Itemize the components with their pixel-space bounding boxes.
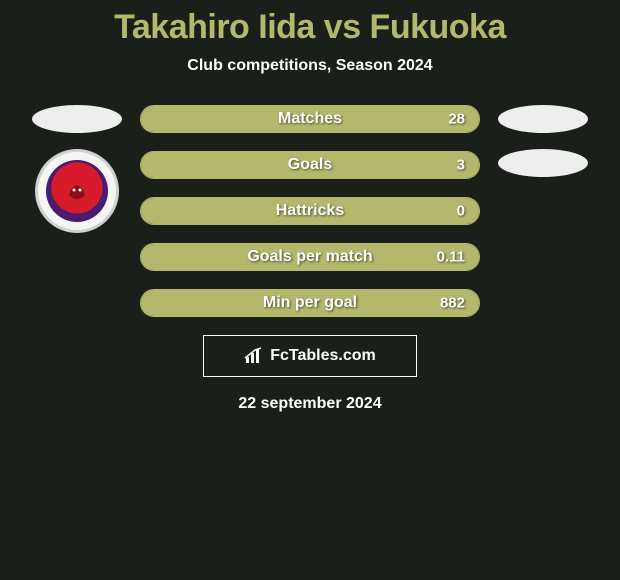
attribution-box: FcTables.com [203, 335, 417, 377]
stat-bars: Matches 28 Goals 3 Hattricks 0 Goals per… [140, 105, 480, 317]
bar-label: Goals per match [247, 248, 372, 266]
chart-area: Matches 28 Goals 3 Hattricks 0 Goals per… [0, 105, 620, 317]
club-badge-inner [46, 160, 108, 222]
bar-label: Min per goal [263, 294, 357, 312]
bar-label: Matches [278, 110, 342, 128]
player-ellipse-right-1 [498, 105, 588, 133]
right-column [498, 105, 588, 177]
stat-bar-matches: Matches 28 [140, 105, 480, 133]
bar-value: 3 [457, 157, 465, 174]
bar-value: 0.11 [437, 249, 465, 266]
stat-bar-hattricks: Hattricks 0 [140, 197, 480, 225]
player-ellipse-left [32, 105, 122, 133]
player-ellipse-right-2 [498, 149, 588, 177]
stat-bar-min-per-goal: Min per goal 882 [140, 289, 480, 317]
bar-value: 0 [457, 203, 465, 220]
date-text: 22 september 2024 [238, 395, 381, 413]
club-badge [35, 149, 119, 233]
page-title: Takahiro Iida vs Fukuoka [114, 8, 506, 47]
stat-bar-goals: Goals 3 [140, 151, 480, 179]
infographic-container: Takahiro Iida vs Fukuoka Club competitio… [0, 0, 620, 413]
bar-value: 28 [448, 111, 465, 128]
left-column [32, 105, 122, 233]
bar-label: Goals [288, 156, 332, 174]
subtitle: Club competitions, Season 2024 [187, 57, 432, 75]
attribution-text: FcTables.com [270, 347, 376, 365]
stat-bar-goals-per-match: Goals per match 0.11 [140, 243, 480, 271]
lion-icon [59, 173, 95, 209]
bar-label: Hattricks [276, 202, 344, 220]
bar-chart-icon [244, 347, 264, 365]
bar-value: 882 [440, 295, 465, 312]
